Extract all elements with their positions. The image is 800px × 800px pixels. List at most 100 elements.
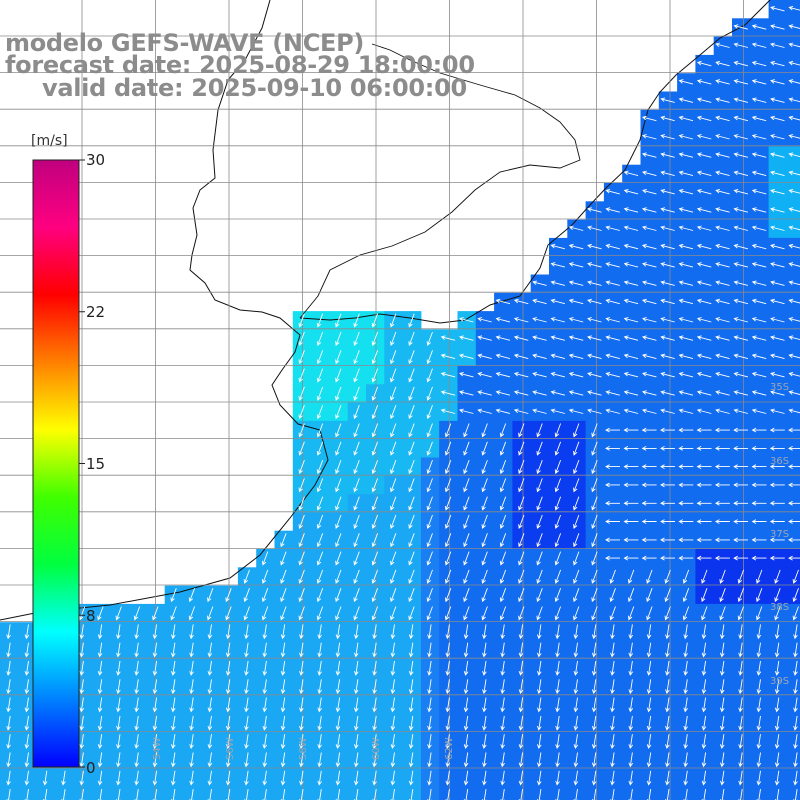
wind-arrow — [623, 446, 639, 451]
wind-arrow — [660, 97, 675, 103]
wind-arrow — [427, 734, 432, 750]
wind-arrow — [733, 519, 749, 524]
wind-arrow — [463, 734, 469, 750]
wind-arrow — [499, 514, 507, 529]
wind-arrow — [408, 478, 415, 493]
wind-arrow — [408, 533, 415, 548]
wind-arrow — [715, 134, 730, 140]
wind-arrow — [696, 243, 712, 250]
wind-arrow — [426, 496, 433, 511]
wind-arrow — [298, 533, 305, 548]
wind-arrow — [733, 408, 749, 414]
wind-arrow — [518, 734, 524, 750]
wind-arrow — [262, 660, 268, 676]
wind-arrow — [774, 569, 781, 584]
wind-arrow — [79, 789, 84, 800]
wind-arrow — [299, 697, 304, 713]
wind-arrow — [568, 371, 584, 378]
wind-arrow — [550, 353, 566, 360]
wind-arrow — [500, 624, 505, 640]
wind-arrow — [587, 207, 602, 213]
longitude-labels: 54W 56W 58W 60W 62W — [152, 737, 455, 760]
wind-arrow — [756, 588, 763, 603]
wind-arrow — [481, 496, 488, 511]
wind-arrow — [550, 262, 566, 268]
wind-arrow — [134, 752, 139, 768]
wind-arrow — [299, 660, 304, 676]
ocean-cell — [786, 695, 800, 715]
wind-arrow — [353, 478, 360, 493]
wind-arrow — [788, 555, 800, 561]
wind-arrow — [477, 371, 492, 378]
wind-arrow — [683, 697, 688, 713]
wind-arrow — [555, 752, 560, 768]
wind-arrow — [573, 642, 579, 658]
wind-arrow — [353, 679, 359, 695]
wind-arrow — [550, 408, 566, 414]
wind-arrow — [440, 371, 456, 378]
wind-arrow — [550, 371, 566, 378]
wind-arrow — [371, 405, 379, 420]
wind-arrow — [788, 482, 800, 488]
wind-arrow — [408, 313, 415, 328]
wind-arrow — [788, 97, 800, 103]
wind-arrow — [408, 624, 414, 640]
wind-arrow — [738, 789, 743, 800]
wind-arrow — [756, 642, 762, 658]
wind-arrow — [189, 770, 194, 786]
wind-arrow — [568, 317, 584, 323]
wind-arrow — [665, 770, 670, 786]
wind-arrow — [426, 368, 433, 383]
wind-arrow — [371, 514, 379, 529]
wind-arrow — [408, 331, 415, 346]
wind-arrow — [628, 679, 634, 695]
wind-arrow — [499, 588, 507, 603]
wind-arrow — [463, 606, 470, 621]
wind-arrow — [719, 660, 725, 676]
wind-arrow — [682, 569, 690, 584]
wind-arrow — [371, 606, 379, 621]
wind-arrow — [793, 679, 798, 695]
wind-arrow — [751, 519, 767, 524]
wind-arrow — [335, 642, 341, 658]
wind-arrow — [715, 298, 730, 305]
wind-arrow — [660, 353, 675, 360]
wind-arrow — [793, 734, 798, 750]
wind-arrow — [696, 446, 712, 451]
wind-arrow — [678, 371, 694, 378]
wind-arrow — [244, 660, 249, 676]
wind-arrow — [591, 734, 597, 750]
wind-arrow — [518, 789, 524, 800]
wind-arrow — [390, 624, 396, 640]
wind-arrow — [733, 555, 749, 561]
wind-arrow — [170, 660, 176, 676]
wind-arrow — [605, 353, 620, 360]
wind-arrow — [6, 715, 11, 731]
wind-arrow — [751, 298, 767, 305]
wind-arrow — [317, 734, 322, 750]
wind-arrow — [591, 569, 598, 584]
wind-arrow — [500, 789, 505, 800]
wind-arrow — [495, 317, 511, 323]
wind-arrow — [152, 715, 158, 731]
wind-arrow — [24, 734, 30, 750]
wind-arrow — [408, 368, 415, 383]
wind-arrow — [477, 317, 492, 323]
wind-arrow — [678, 464, 694, 469]
wind-arrow — [244, 752, 249, 768]
wind-arrow — [696, 188, 712, 195]
wind-arrow — [408, 514, 415, 529]
wind-arrow — [458, 353, 474, 360]
wind-arrow — [751, 427, 767, 433]
wind-arrow — [623, 243, 639, 250]
ocean-cell — [786, 622, 800, 641]
wind-arrow — [756, 660, 762, 676]
wind-arrow — [170, 789, 176, 800]
wind-arrow — [769, 500, 785, 506]
wind-arrow — [715, 243, 730, 250]
wind-arrow — [495, 353, 511, 360]
longitude-label: 62W — [444, 737, 455, 760]
wind-arrow — [390, 386, 397, 401]
wind-arrow — [738, 715, 743, 731]
wind-arrow — [335, 478, 342, 493]
